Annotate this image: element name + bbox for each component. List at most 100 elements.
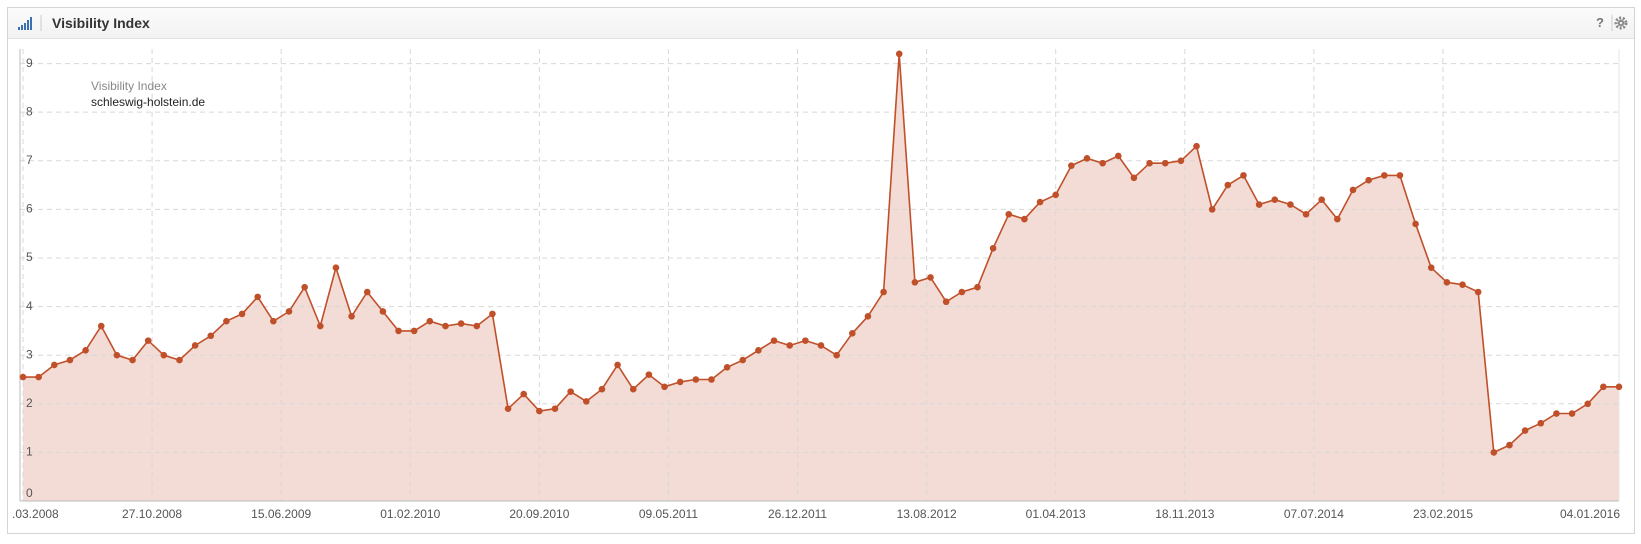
point <box>395 327 402 335</box>
point <box>1334 215 1341 223</box>
settings-button[interactable] <box>1610 8 1630 38</box>
point <box>35 373 42 381</box>
point <box>833 351 840 359</box>
point <box>207 332 215 340</box>
point <box>739 356 747 364</box>
point <box>880 288 887 296</box>
x-tick-label: 01.04.2013 <box>1026 507 1086 521</box>
legend-entry: schleswig-holstein.de <box>91 95 205 109</box>
point <box>942 298 950 306</box>
point <box>1193 142 1200 150</box>
y-tick-label: 2 <box>26 396 33 410</box>
point <box>129 356 136 364</box>
point <box>1568 410 1576 417</box>
y-tick-label: 9 <box>26 56 33 70</box>
point <box>1083 155 1091 162</box>
point <box>254 293 262 301</box>
point <box>786 342 794 349</box>
chart-icon <box>18 15 42 31</box>
point <box>1021 215 1028 223</box>
point <box>1318 196 1326 203</box>
point <box>661 383 668 391</box>
point <box>1600 383 1607 391</box>
legend-title: Visibility Index <box>91 79 167 93</box>
point <box>301 283 308 291</box>
x-tick-label: 13.08.2012 <box>897 507 957 521</box>
point <box>614 361 621 369</box>
point <box>1161 159 1169 167</box>
x-tick-label: 09.05.2011 <box>639 507 698 521</box>
point <box>582 398 590 405</box>
point <box>598 385 606 393</box>
point <box>536 407 543 415</box>
y-tick-label: 4 <box>26 299 33 313</box>
point <box>1443 278 1451 286</box>
point <box>1490 449 1498 456</box>
point <box>1349 186 1357 194</box>
point <box>82 347 89 354</box>
point <box>223 317 230 325</box>
y-tick-label: 0 <box>26 486 33 500</box>
point <box>1099 159 1106 167</box>
point <box>426 317 434 325</box>
point <box>473 322 481 330</box>
y-tick-label: 8 <box>26 104 33 118</box>
point <box>1255 201 1263 208</box>
point <box>1224 181 1232 189</box>
point <box>489 310 496 318</box>
point <box>1506 441 1513 449</box>
point <box>1240 172 1247 179</box>
point <box>238 310 246 318</box>
area <box>23 53 1619 502</box>
point <box>817 342 825 349</box>
point <box>1130 174 1138 182</box>
point <box>927 274 934 281</box>
point <box>50 361 58 369</box>
point <box>1208 206 1216 213</box>
x-tick-label: 18.11.2013 <box>1155 507 1214 521</box>
point <box>551 405 559 412</box>
y-tick-label: 7 <box>26 153 33 167</box>
y-tick-label: 3 <box>26 347 33 361</box>
point <box>1615 383 1623 391</box>
point <box>708 376 715 383</box>
point <box>19 373 27 381</box>
point <box>1052 191 1060 199</box>
point <box>692 376 700 383</box>
point <box>974 283 981 291</box>
point <box>848 330 856 337</box>
point <box>629 385 637 393</box>
point <box>645 371 653 378</box>
point <box>1068 162 1075 169</box>
point <box>379 308 387 315</box>
point <box>802 337 809 344</box>
point <box>66 356 74 364</box>
y-tick-label: 6 <box>26 202 33 216</box>
point <box>410 327 418 335</box>
widget-header: Visibility Index ? <box>8 8 1634 39</box>
point <box>1146 159 1153 167</box>
x-tick-label: 26.12.2011 <box>768 507 827 521</box>
point <box>723 364 731 371</box>
point <box>1271 196 1279 203</box>
x-tick-label: 20.09.2010 <box>509 507 569 521</box>
point <box>1036 198 1044 206</box>
point <box>504 405 512 412</box>
point <box>1380 172 1388 179</box>
x-tick-label: 15.06.2009 <box>251 507 311 521</box>
point <box>1474 288 1482 296</box>
point <box>1177 157 1185 165</box>
point <box>864 313 872 320</box>
point <box>1396 172 1404 179</box>
point <box>1365 176 1372 184</box>
point <box>348 313 355 320</box>
widget-title: Visibility Index <box>52 15 150 31</box>
point <box>144 337 152 344</box>
point <box>442 322 449 330</box>
point <box>191 342 199 349</box>
point <box>895 50 903 58</box>
point <box>332 264 340 272</box>
point <box>1553 410 1560 417</box>
help-button[interactable]: ? <box>1596 15 1604 30</box>
